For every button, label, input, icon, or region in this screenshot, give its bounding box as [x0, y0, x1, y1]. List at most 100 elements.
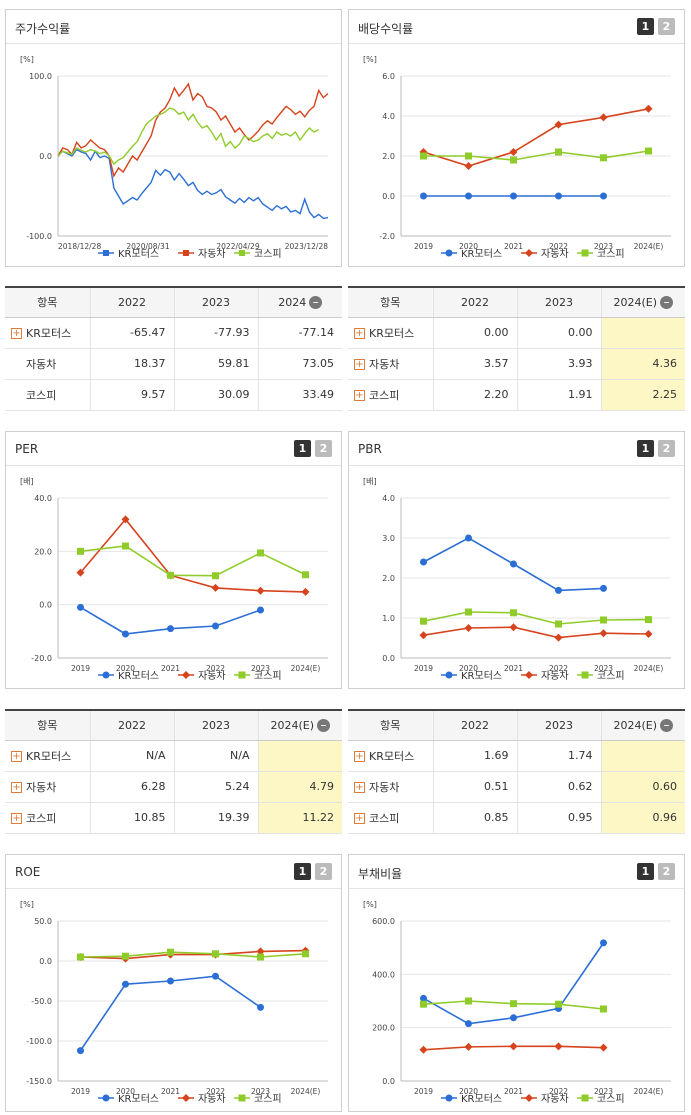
y-tick-label: 0.0 — [39, 957, 52, 966]
x-tick-label: 2022 — [206, 1087, 225, 1096]
legend-label: 코스피 — [254, 248, 282, 260]
legend-label: 코스피 — [254, 670, 282, 682]
legend-label: 코스피 — [254, 1093, 282, 1105]
y-tick-label: -100.0 — [26, 1037, 52, 1046]
data-point-diamond — [182, 1094, 190, 1102]
x-tick-label: 2021 — [161, 664, 180, 673]
y-tick-label: 600.0 — [372, 917, 395, 926]
x-tick-label: 2022 — [206, 664, 225, 673]
collapse-minus-icon[interactable]: – — [317, 719, 331, 732]
stock-return-table: 항목 2022 2023 2024– + KR모터스 -65.47 -77.93 -7… — [5, 286, 342, 411]
col-header: 2023 — [173, 286, 258, 318]
x-tick-label: 2020/08/31 — [126, 242, 169, 251]
expand-plus-icon[interactable]: + — [354, 359, 365, 370]
data-point-diamond — [509, 623, 518, 632]
view-1-button[interactable]: 1 — [637, 863, 654, 880]
col-header: 항목 — [348, 286, 433, 318]
y-tick-label: -2.0 — [379, 232, 395, 241]
data-point-square — [167, 571, 174, 579]
collapse-minus-icon[interactable]: – — [660, 719, 674, 732]
y-tick-label: 40.0 — [34, 494, 52, 503]
view-2-button[interactable]: 2 — [315, 863, 332, 880]
data-point-diamond — [554, 120, 563, 129]
expand-plus-icon[interactable]: + — [11, 782, 22, 793]
data-point-square — [257, 953, 264, 961]
legend-label: 코스피 — [597, 670, 625, 682]
col-header: 2023 — [516, 709, 601, 741]
data-point-square — [645, 616, 652, 624]
y-tick-label: 0.0 — [382, 1077, 395, 1086]
legend-label: 자동차 — [541, 248, 569, 260]
collapse-minus-icon[interactable]: – — [309, 296, 323, 309]
data-point-square — [555, 620, 562, 628]
data-point-square — [510, 156, 517, 164]
unit-label: [%] — [363, 900, 377, 909]
data-point-square — [645, 147, 652, 155]
unit-label: [%] — [363, 55, 377, 64]
x-tick-label: 2024(E) — [634, 664, 664, 673]
view-2-button[interactable]: 2 — [315, 440, 332, 457]
col-header: 항목 — [348, 709, 433, 741]
table-row: + 코스피 10.85 19.39 11.22 — [5, 802, 342, 834]
data-point-diamond — [509, 148, 518, 156]
expand-plus-icon[interactable]: + — [11, 813, 22, 824]
legend-label: KR모터스 — [118, 1093, 159, 1105]
series-line-0 — [423, 942, 605, 1025]
col-header: 항목 — [5, 709, 90, 741]
col-header: 2022 — [432, 709, 517, 741]
data-point-diamond — [211, 583, 220, 592]
expand-plus-icon[interactable]: + — [354, 751, 365, 762]
x-tick-label: 2022 — [549, 664, 568, 673]
col-header: 2022 — [432, 286, 517, 318]
view-2-button[interactable]: 2 — [658, 863, 675, 880]
data-point-diamond — [256, 947, 265, 956]
data-point-circle — [167, 625, 174, 633]
top-tab-strip — [0, 0, 691, 4]
series-line-2 — [80, 545, 306, 577]
data-point-square — [257, 549, 264, 557]
x-tick-label: 2024(E) — [634, 242, 664, 251]
expand-plus-icon[interactable]: + — [354, 782, 365, 793]
data-point-square — [581, 249, 589, 257]
x-tick-label: 2021 — [504, 242, 523, 251]
table-row: + KR모터스 -65.47 -77.93 -77.14 — [5, 317, 342, 349]
expand-plus-icon[interactable]: + — [354, 390, 365, 401]
expand-plus-icon[interactable]: + — [11, 328, 22, 339]
x-tick-label: 2022 — [549, 242, 568, 251]
data-point-circle — [445, 249, 453, 257]
panel-title: ROE — [15, 865, 41, 879]
data-point-square — [302, 571, 309, 579]
data-point-diamond — [509, 1042, 518, 1051]
col-header: 2023 — [516, 286, 601, 318]
panel-title: PBR — [358, 442, 382, 456]
data-point-square — [77, 547, 84, 555]
expand-plus-icon[interactable]: + — [354, 328, 365, 339]
collapse-minus-icon[interactable]: – — [660, 296, 674, 309]
data-point-square — [420, 1000, 427, 1008]
y-tick-label: 0.0 — [382, 654, 395, 663]
data-point-square — [167, 948, 174, 956]
data-point-circle — [600, 192, 607, 200]
x-tick-label: 2023/12/28 — [285, 242, 328, 251]
view-1-button[interactable]: 1 — [637, 440, 654, 457]
expand-plus-icon[interactable]: + — [354, 813, 365, 824]
legend-label: KR모터스 — [118, 670, 159, 682]
view-1-button[interactable]: 1 — [294, 440, 311, 457]
view-2-button[interactable]: 2 — [658, 18, 675, 35]
data-point-square — [600, 616, 607, 624]
expand-plus-icon[interactable]: + — [11, 751, 22, 762]
view-2-button[interactable]: 2 — [658, 440, 675, 457]
col-header: 2024(E) – — [600, 709, 685, 741]
view-1-button[interactable]: 1 — [294, 863, 311, 880]
y-tick-label: 200.0 — [372, 1024, 395, 1033]
data-point-circle — [420, 994, 427, 1002]
data-point-circle — [212, 622, 219, 630]
data-point-diamond — [525, 249, 533, 257]
data-point-circle — [102, 1094, 110, 1102]
x-tick-label: 2023 — [594, 242, 613, 251]
view-1-button[interactable]: 1 — [637, 18, 654, 35]
data-point-diamond — [599, 629, 608, 638]
